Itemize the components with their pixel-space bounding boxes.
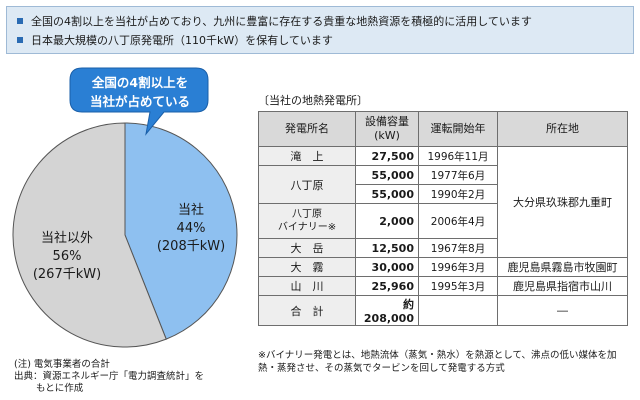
total-label: 合 計 — [258, 295, 356, 326]
plant-start-date: 1996年11月 — [418, 146, 498, 166]
plant-capacity: 55,000 — [355, 184, 419, 204]
plant-name-sub: バイナリー※ — [277, 222, 337, 233]
plant-capacity: 25,960 — [355, 276, 419, 296]
plant-start-date: 1977年6月 — [418, 165, 498, 185]
plant-name: 滝 上 — [258, 146, 356, 166]
total-start-date-empty — [418, 295, 498, 326]
plant-start-date: 1967年8月 — [418, 238, 498, 258]
plant-capacity: 27,500 — [355, 146, 419, 166]
callout-line-2: 当社が占めている — [89, 94, 190, 109]
total-location: ― — [497, 295, 628, 326]
header-capacity: 設備容量 (kW) — [355, 111, 419, 147]
plant-location: 鹿児島県指宿市山川 — [497, 276, 628, 296]
plant-start-date: 1990年2月 — [418, 184, 498, 204]
plant-start-date: 1995年3月 — [418, 276, 498, 296]
total-capacity: 約208,000 — [355, 295, 419, 326]
slice-label-other: 当社以外 56% (267千kW) — [12, 230, 122, 284]
source-note: (注) 電気事業者の合計 出典：資源エネルギー庁「電力調査統計」を もとに作成 — [14, 359, 234, 395]
plant-capacity: 55,000 — [355, 165, 419, 185]
source-note-line: (注) 電気事業者の合計 — [14, 359, 110, 370]
plant-capacity: 30,000 — [355, 257, 419, 277]
header-capacity-unit: (kW) — [374, 129, 400, 142]
bullet-square-icon — [17, 17, 23, 24]
plant-start-date: 1996年3月 — [418, 257, 498, 277]
table-row: 山 川 25,960 1995年3月 鹿児島県指宿市山川 — [258, 276, 628, 296]
plant-name: 大 霧 — [258, 257, 356, 277]
plant-capacity: 2,000 — [355, 203, 419, 239]
callout-bubble — [69, 67, 209, 136]
source-line-1: 出典：資源エネルギー庁「電力調査統計」を — [14, 371, 205, 382]
table-title: 〔当社の地熱発電所〕 — [258, 94, 368, 107]
header-name: 発電所名 — [258, 111, 356, 147]
plant-name: 山 川 — [258, 276, 356, 296]
table-row: 八丁原 55,000 1977年6月 — [258, 165, 628, 204]
pie-slice-other — [12, 122, 167, 348]
plant-location: 大分県玖珠郡九重町 — [497, 146, 628, 258]
table-row: 八丁原 バイナリー※ 2,000 2006年4月 — [258, 203, 628, 239]
bullet-square-icon — [17, 36, 23, 43]
slice-other-amount: (267千kW) — [32, 267, 102, 282]
plant-location: 鹿児島県霧島市牧園町 — [497, 257, 628, 277]
plant-name: 八丁原 バイナリー※ — [258, 203, 356, 239]
slice-label-ours: 当社 44% (208千kW) — [136, 202, 246, 256]
pie-slice-ours — [124, 122, 238, 340]
plant-capacity: 12,500 — [355, 238, 419, 258]
binary-footnote: ※バイナリー発電とは、地熱流体（蒸気・熱水）を熱源として、沸点の低い媒体を加熱・… — [258, 350, 617, 374]
table-total-row: 合 計 約208,000 ― — [258, 295, 628, 326]
table-header-row: 発電所名 設備容量 (kW) 運転開始年 所在地 — [258, 111, 628, 147]
summary-bullet: 日本最大規模の八丁原発電所（110千kW）を保有しています — [17, 30, 625, 49]
bullet-text-2: 日本最大規模の八丁原発電所（110千kW）を保有しています — [31, 33, 333, 47]
plant-start-date: 2006年4月 — [418, 203, 498, 239]
header-capacity-label: 設備容量 — [365, 115, 409, 128]
source-line-2: もとに作成 — [36, 383, 84, 394]
plant-name: 八丁原 — [258, 165, 356, 204]
slice-ours-name: 当社 — [177, 203, 204, 218]
table-row: 大 霧 30,000 1996年3月 鹿児島県霧島市牧園町 — [258, 257, 628, 277]
header-start-date: 運転開始年 — [418, 111, 498, 147]
header-location: 所在地 — [497, 111, 628, 147]
slice-other-name: 当社以外 — [40, 231, 93, 246]
slice-other-percent: 56% — [52, 249, 82, 264]
table-row: 大 岳 12,500 1967年8月 — [258, 238, 628, 258]
summary-bullet: 全国の4割以上を当社が占めており、九州に豊富に存在する貴重な地熱資源を積極的に活… — [17, 11, 625, 30]
slice-ours-percent: 44% — [176, 221, 206, 236]
table-row: 滝 上 27,500 1996年11月 大分県玖珠郡九重町 — [258, 146, 628, 258]
geothermal-plant-table: 発電所名 設備容量 (kW) 運転開始年 所在地 滝 上 27,500 1996… — [258, 111, 628, 326]
callout-line-1: 全国の4割以上を — [91, 75, 189, 90]
slice-ours-amount: (208千kW) — [156, 239, 226, 254]
bullet-text-1: 全国の4割以上を当社が占めており、九州に豊富に存在する貴重な地熱資源を積極的に活… — [31, 14, 532, 28]
plant-name-main: 八丁原 — [292, 209, 322, 220]
summary-box: 全国の4割以上を当社が占めており、九州に豊富に存在する貴重な地熱資源を積極的に活… — [6, 6, 634, 54]
share-pie-chart — [12, 67, 238, 348]
plant-name: 大 岳 — [258, 238, 356, 258]
